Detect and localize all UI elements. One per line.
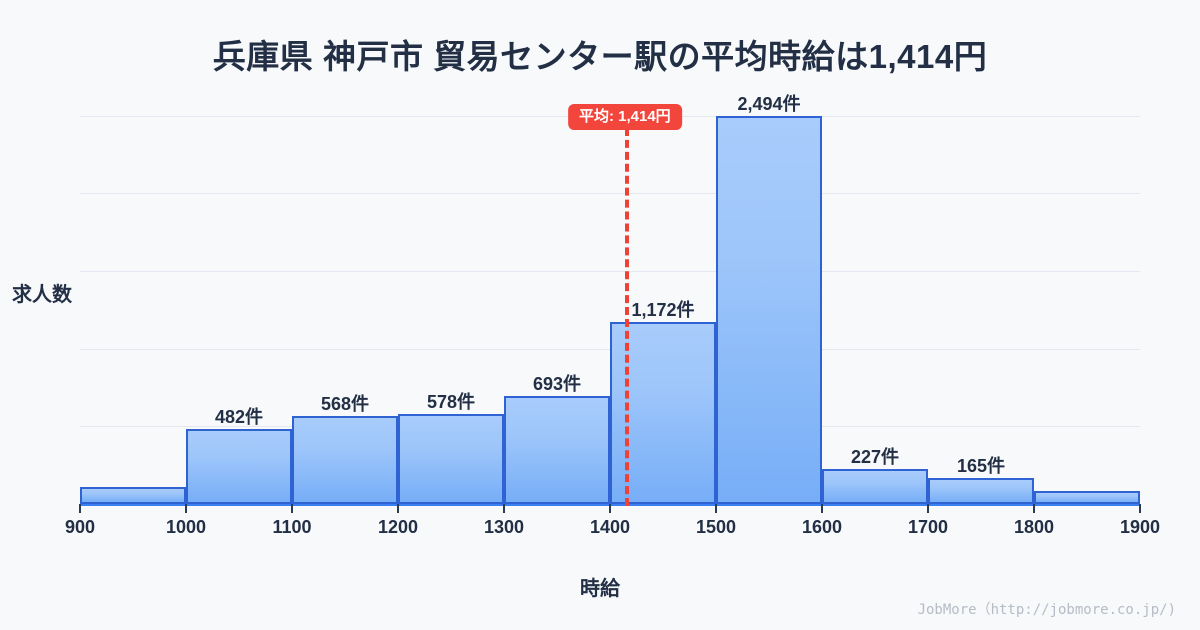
y-axis-title: 求人数 <box>12 284 72 306</box>
bar-value-label: 165件 <box>956 456 1006 477</box>
bar-value-label: 578件 <box>426 392 476 413</box>
bar[interactable] <box>1034 490 1140 504</box>
x-axis-tick-label: 1200 <box>377 517 419 537</box>
x-axis-tick-mark <box>1139 504 1141 513</box>
x-axis-tick-label: 1100 <box>272 517 312 537</box>
x-axis-tick-label: 1500 <box>695 517 737 537</box>
x-axis-tick-mark <box>715 504 717 513</box>
x-axis-tick-label: 1800 <box>1013 517 1055 537</box>
x-axis-tick-label: 1400 <box>589 517 631 537</box>
plot-area: 482件 568件 578件 693件 1,172件 2,494件 227件 165件 <box>80 94 1140 504</box>
gridline <box>80 193 1140 195</box>
bar[interactable] <box>80 486 186 504</box>
x-axis-tick-label: 900 <box>64 517 96 537</box>
bar[interactable] <box>822 468 928 504</box>
x-axis-tick-label: 1700 <box>907 517 949 537</box>
x-axis-tick-mark <box>397 504 399 513</box>
page-title: 兵庫県 神戸市 貿易センター駅の平均時給は1,414円 <box>212 38 988 75</box>
average-line <box>624 128 629 506</box>
gridline <box>80 270 1140 272</box>
bar[interactable] <box>398 414 504 504</box>
footer-credit: JobMore（http://jobmore.co.jp/) <box>917 602 1176 618</box>
x-axis-tick-mark <box>503 504 505 513</box>
bar[interactable] <box>928 478 1034 504</box>
x-axis-tick-label: 1600 <box>801 517 843 537</box>
x-axis-tick-mark <box>291 504 293 513</box>
x-axis-title: 時給 <box>580 578 620 600</box>
bar-value-label: 693件 <box>532 374 582 395</box>
bar-value-label: 482件 <box>214 407 264 428</box>
x-axis-tick-mark <box>79 504 81 513</box>
x-axis-tick-mark <box>927 504 929 513</box>
x-axis-tick-label: 1000 <box>165 517 207 537</box>
bar-value-label: 1,172件 <box>631 299 695 320</box>
x-axis-tick-mark <box>821 504 823 513</box>
bar-value-label: 568件 <box>320 393 370 414</box>
bar-value-label: 2,494件 <box>737 94 801 115</box>
x-axis-tick-mark <box>1033 504 1035 513</box>
x-axis-tick-label: 1900 <box>1119 517 1161 537</box>
bar[interactable] <box>292 415 398 504</box>
average-badge: 平均: 1,414円 <box>567 104 682 130</box>
x-axis-tick-label: 1300 <box>483 517 525 537</box>
bar[interactable] <box>716 116 822 504</box>
x-axis-tick-mark <box>185 504 187 513</box>
bar[interactable] <box>504 396 610 504</box>
bar[interactable] <box>186 429 292 504</box>
x-axis-tick-mark <box>609 504 611 513</box>
bar-value-label: 227件 <box>850 446 900 467</box>
